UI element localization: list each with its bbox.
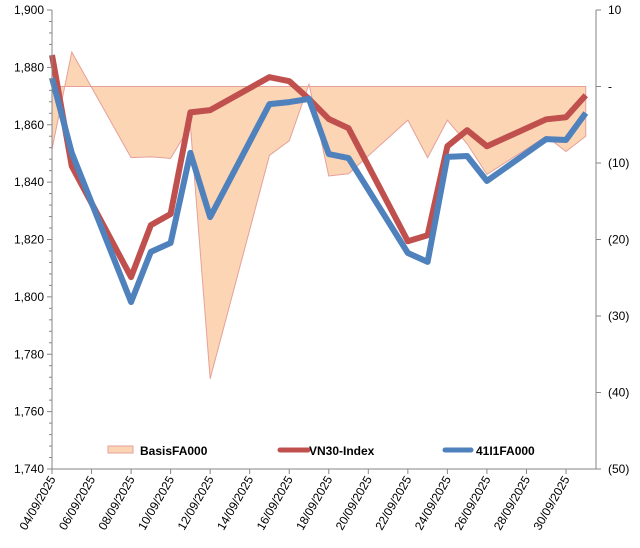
right-tick-label: (20) bbox=[608, 233, 629, 247]
left-tick-label: 1,900 bbox=[14, 3, 44, 17]
x-tick-label: 16/09/2025 bbox=[254, 473, 296, 532]
left-tick-label: 1,760 bbox=[14, 405, 44, 419]
right-tick-label: - bbox=[608, 80, 612, 94]
legend-label-basis: BasisFA000 bbox=[140, 444, 208, 458]
x-tick-label: 28/09/2025 bbox=[491, 473, 533, 532]
41i1-line bbox=[49, 77, 589, 306]
x-tick-label: 30/09/2025 bbox=[530, 473, 572, 532]
left-tick-label: 1,740 bbox=[14, 462, 44, 476]
x-tick-label: 08/09/2025 bbox=[96, 473, 138, 532]
x-tick-label: 26/09/2025 bbox=[451, 473, 493, 532]
left-tick-label: 1,840 bbox=[14, 175, 44, 189]
x-tick-label: 22/09/2025 bbox=[372, 473, 414, 532]
x-tick-label: 10/09/2025 bbox=[135, 473, 177, 532]
left-tick-label: 1,880 bbox=[14, 60, 44, 74]
right-tick-label: (30) bbox=[608, 309, 629, 323]
left-tick-label: 1,860 bbox=[14, 118, 44, 132]
legend-swatch-basis bbox=[107, 445, 134, 454]
right-tick-label: (50) bbox=[608, 462, 629, 476]
legend: BasisFA000 VN30-Index 41I1FA000 bbox=[107, 444, 535, 458]
x-tick-label: 04/09/2025 bbox=[16, 473, 58, 532]
vn30-line bbox=[49, 54, 589, 281]
x-tick-label: 14/09/2025 bbox=[214, 473, 256, 532]
right-tick-label: (40) bbox=[608, 386, 629, 400]
x-tick-label: 06/09/2025 bbox=[56, 473, 98, 532]
x-tick-label: 12/09/2025 bbox=[175, 473, 217, 532]
basis-area bbox=[51, 50, 587, 379]
lines-layer bbox=[49, 54, 589, 306]
left-tick-label: 1,780 bbox=[14, 347, 44, 361]
x-tick-label: 24/09/2025 bbox=[412, 473, 454, 532]
x-tick-label: 20/09/2025 bbox=[333, 473, 375, 532]
legend-label-41i1: 41I1FA000 bbox=[476, 444, 535, 458]
left-tick-label: 1,800 bbox=[14, 290, 44, 304]
x-tick-label: 18/09/2025 bbox=[293, 473, 335, 532]
left-tick-label: 1,820 bbox=[14, 233, 44, 247]
legend-label-vn30: VN30-Index bbox=[309, 444, 375, 458]
right-tick-label: 10 bbox=[608, 3, 622, 17]
right-tick-label: (10) bbox=[608, 156, 629, 170]
basis-area-layer bbox=[51, 50, 587, 379]
